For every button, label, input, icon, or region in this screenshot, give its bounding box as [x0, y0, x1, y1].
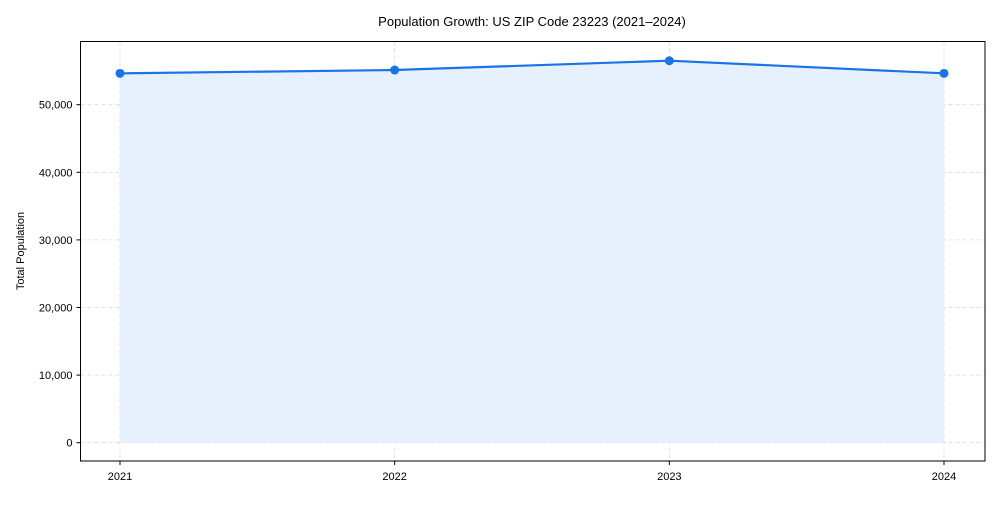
data-line	[119, 59, 945, 75]
data-point-marker	[939, 68, 949, 78]
x-tick-label: 2024	[932, 471, 956, 483]
x-tick-label: 2022	[382, 471, 406, 483]
data-point-marker	[115, 68, 125, 78]
x-tick-label: 2021	[108, 471, 132, 483]
y-tick-label: 50,000	[39, 100, 73, 112]
area-fill	[120, 60, 944, 443]
data-point-marker	[390, 65, 400, 75]
data-markers	[115, 56, 949, 78]
y-tick-label: 30,000	[39, 235, 73, 247]
area-fill-shape	[120, 60, 944, 443]
data-point-marker	[664, 56, 674, 66]
y-axis-label: Total Population	[15, 212, 27, 290]
x-tick-label: 2023	[657, 471, 681, 483]
series-line	[119, 59, 945, 75]
y-tick-label: 0	[66, 438, 72, 450]
chart-title: Population Growth: US ZIP Code 23223 (20…	[378, 14, 686, 29]
y-tick-label: 10,000	[39, 370, 73, 382]
y-tick-label: 40,000	[39, 167, 73, 179]
y-tick-label: 20,000	[39, 303, 73, 315]
y-axis-ticks: 0 10,000 20,000 30,000 40,000 50,000	[39, 100, 81, 450]
plot-frame	[80, 41, 986, 462]
x-axis-ticks: 2021 2022 2023 2024	[108, 461, 956, 483]
